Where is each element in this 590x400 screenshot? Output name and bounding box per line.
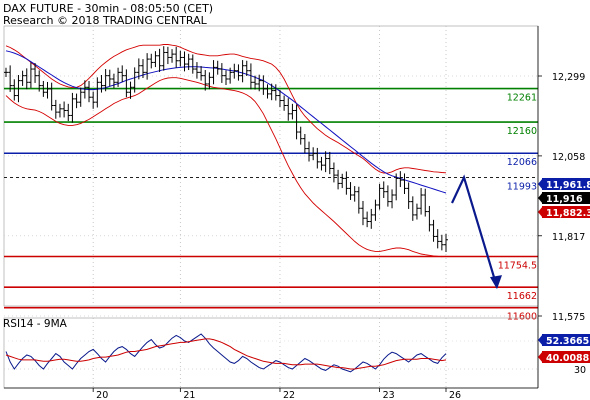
price-badge-bg: [542, 192, 590, 204]
rsi-badge-bg: [542, 334, 590, 346]
rsi-badge-text: 52.3665: [546, 336, 589, 347]
rsi-panel-frame: [3, 317, 539, 389]
level-label: 12261: [507, 93, 537, 104]
level-label: 11754.5: [498, 260, 537, 271]
price-badge-pointer: [538, 192, 543, 204]
price-badge-text: 11,961.8: [546, 180, 590, 191]
rsi-badge-pointer: [538, 351, 543, 363]
axes: 20 21 22 23 26 12,299 12,058 11,817 11,575 30: [4, 26, 586, 400]
level-label: 11662: [507, 291, 537, 302]
x-tick-label: 20: [96, 390, 108, 400]
upper-band-line: [5, 44, 447, 174]
support-resistance-levels: 12261 12160 12066 11993 11754.5 11662 11600: [4, 87, 538, 323]
price-badge-text: 11,916: [546, 194, 583, 205]
y-tick-label: 12,058: [552, 152, 585, 163]
y-tick-label: 12,299: [552, 72, 585, 83]
level-label: 11600: [507, 312, 537, 323]
lower-band-line: [5, 77, 447, 258]
level-label: 12066: [507, 157, 537, 168]
x-tick-label: 26: [449, 390, 461, 400]
rsi-y-tick-label: 30: [574, 365, 586, 376]
rsi-line: [5, 333, 447, 373]
y-tick-label: 11,575: [552, 312, 585, 323]
x-tick-label: 21: [183, 390, 195, 400]
price-badges: 11,961.8 11,916 11,882.3 52.3665 40.0088: [538, 178, 590, 364]
forecast-arrow: [451, 174, 502, 290]
rsi-panel-label: RSI14 - 9MA: [3, 318, 67, 330]
main-panel-frame: [3, 25, 539, 307]
level-label: 11993: [507, 181, 537, 192]
price-badge-bg: [542, 178, 590, 190]
x-tick-label: 23: [383, 390, 395, 400]
moving-average-line: [5, 50, 447, 194]
price-badge-pointer: [538, 206, 543, 218]
rsi-panel: [3, 317, 539, 389]
y-tick-label: 11,817: [552, 232, 585, 243]
chart-title: DAX FUTURE - 30min - 08:05:50 (CET): [3, 2, 214, 15]
chart-credit: Research © 2018 TRADING CENTRAL: [3, 14, 207, 27]
rsi-badge-pointer: [538, 334, 543, 346]
x-tick-label: 22: [283, 390, 295, 400]
price-badge-bg: [542, 206, 590, 218]
forecast-path: [451, 174, 499, 288]
price-badge-pointer: [538, 178, 543, 190]
rsi-badge-bg: [542, 351, 590, 363]
rsi-badge-text: 40.0088: [546, 353, 590, 364]
bollinger-bands: [5, 44, 447, 258]
forecast-arrowhead: [490, 275, 502, 290]
level-label: 12160: [507, 126, 537, 137]
rsi-ma-line: [5, 338, 447, 370]
price-badge-text: 11,882.3: [546, 208, 590, 219]
main-panel-grid: [3, 25, 539, 317]
price-candles: [4, 46, 448, 253]
